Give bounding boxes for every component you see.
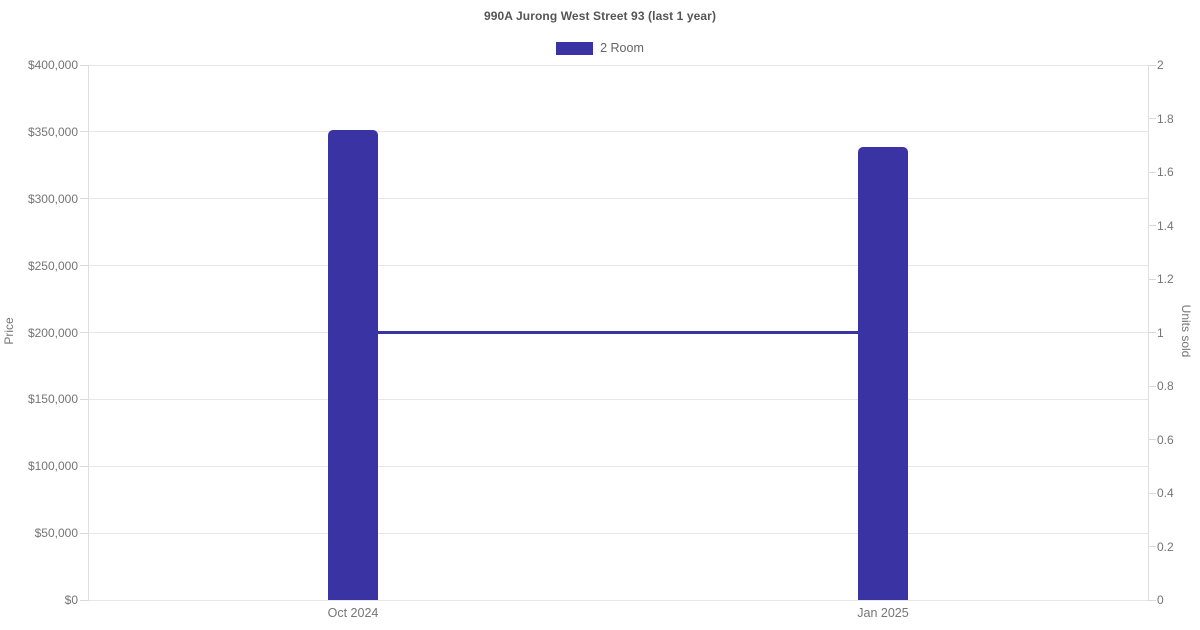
- gridline: [88, 398, 1148, 400]
- left-axis-tick-label: $250,000: [27, 258, 78, 273]
- y-axis-title-units-sold: Units sold: [1179, 304, 1193, 358]
- left-axis-tick-label: $350,000: [27, 124, 78, 139]
- left-axis-tick: [80, 465, 88, 467]
- right-axis-tick: [1149, 332, 1156, 333]
- gridline: [88, 599, 1148, 601]
- right-axis-tick-label: 1.6: [1157, 165, 1174, 179]
- right-axis-tick-label: 1.2: [1157, 272, 1174, 286]
- right-axis-tick-label: 0.8: [1157, 379, 1174, 393]
- left-axis-tick-label: $0: [64, 593, 78, 607]
- left-axis-tick: [80, 599, 88, 601]
- left-axis-tick-label: $50,000: [34, 526, 78, 541]
- right-axis-tick-label: 1.8: [1157, 111, 1174, 126]
- gridline: [88, 64, 1148, 66]
- legend-swatch-icon: [556, 41, 594, 55]
- gridline: [88, 532, 1148, 534]
- bar-jan-2025[interactable]: [858, 146, 908, 600]
- y-axis-title-price: Price: [2, 317, 16, 345]
- right-axis-tick-label: 0.6: [1157, 432, 1174, 447]
- gridline: [88, 198, 1148, 200]
- left-axis-tick: [80, 131, 88, 133]
- left-axis-tick: [80, 332, 88, 333]
- right-axis-tick-label: 0: [1157, 593, 1164, 607]
- right-axis-tick: [1149, 118, 1156, 119]
- right-axis-tick: [1149, 171, 1156, 173]
- legend-label: 2 Room: [600, 41, 644, 55]
- left-axis-line: [88, 65, 89, 601]
- left-axis-tick: [80, 198, 88, 200]
- x-axis-label: Oct 2024: [327, 606, 379, 620]
- legend-item-2-room[interactable]: 2 Room: [556, 41, 644, 55]
- x-axis-label: Jan 2025: [857, 606, 909, 620]
- left-axis-tick-label: $150,000: [27, 392, 78, 407]
- gridline: [88, 465, 1148, 467]
- chart-title: 990A Jurong West Street 93 (last 1 year): [483, 9, 717, 23]
- right-axis-tick: [1149, 546, 1156, 547]
- units-sold-line: [353, 331, 883, 334]
- right-axis-tick: [1149, 439, 1156, 440]
- right-axis-tick-label: 0.4: [1157, 486, 1174, 500]
- right-axis-tick: [1149, 599, 1156, 601]
- left-axis-tick-label: $400,000: [27, 58, 78, 72]
- plot-area: [88, 65, 1148, 600]
- legend: 2 Room: [0, 41, 1200, 55]
- left-axis-tick: [80, 398, 88, 400]
- right-axis-line: [1148, 65, 1149, 601]
- left-axis-tick-label: $300,000: [27, 191, 78, 206]
- left-axis-tick: [80, 532, 88, 534]
- right-axis-tick-label: 1.4: [1157, 218, 1174, 233]
- bar-oct-2024[interactable]: [328, 129, 378, 600]
- gridline: [88, 265, 1148, 267]
- left-axis-tick-label: $100,000: [27, 459, 78, 474]
- right-axis-tick-label: 2: [1157, 58, 1164, 72]
- right-axis-tick-label: 0.2: [1157, 539, 1174, 554]
- right-axis-tick: [1149, 225, 1156, 226]
- right-axis-tick-label: 1: [1157, 325, 1164, 340]
- gridline: [88, 131, 1148, 133]
- right-axis-tick: [1149, 64, 1156, 66]
- right-axis-tick: [1149, 492, 1156, 494]
- right-axis-tick: [1149, 278, 1156, 280]
- right-axis-tick: [1149, 385, 1156, 387]
- left-axis-tick: [80, 265, 88, 267]
- left-axis-tick-label: $200,000: [27, 325, 78, 340]
- left-axis-tick: [80, 64, 88, 66]
